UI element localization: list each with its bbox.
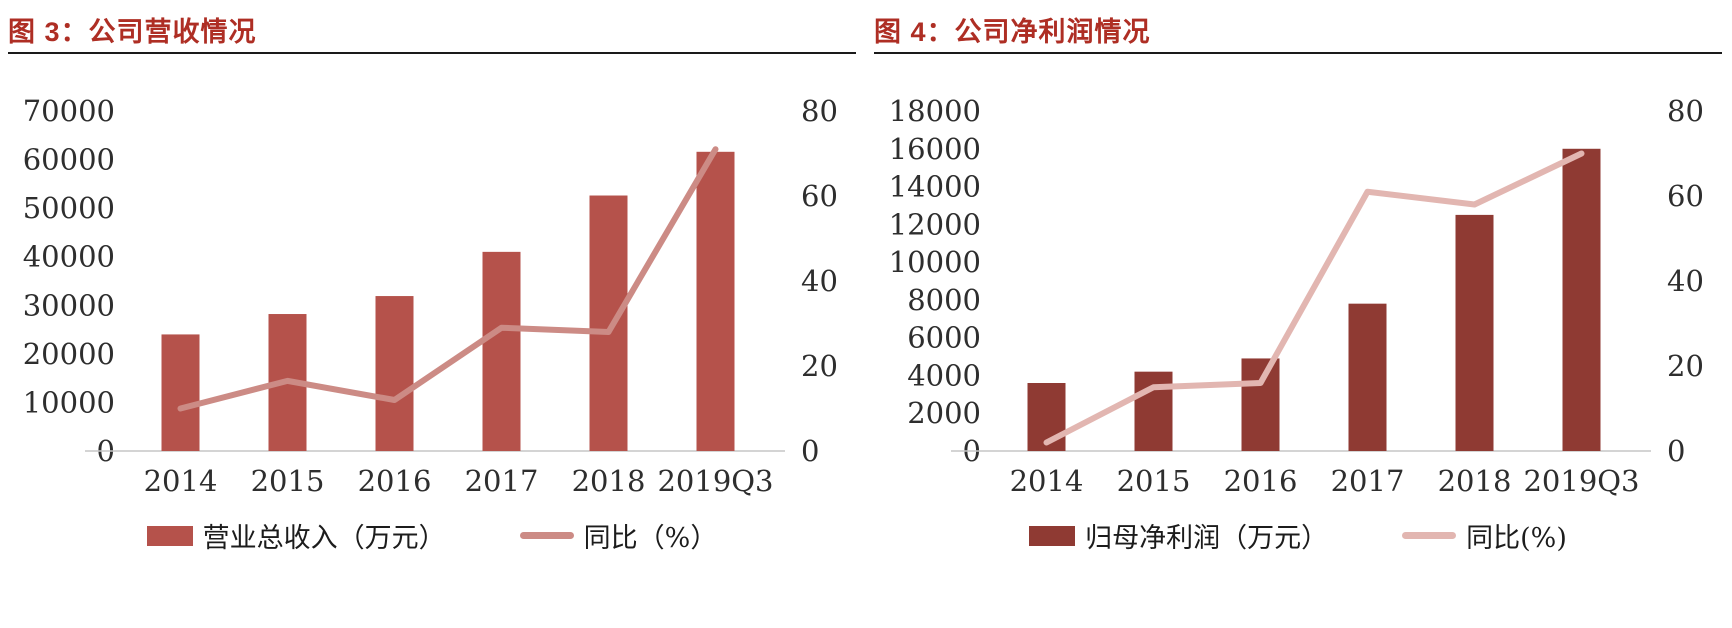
revenue-yoy-label: 同比（%）: [583, 523, 718, 554]
x-axis-label-2019Q3: 2019Q3: [657, 464, 773, 498]
netprofit-yoy-label: 同比(%): [1466, 523, 1567, 554]
left-axis-tick-20000: 20000: [23, 337, 115, 371]
left-axis-tick-40000: 40000: [23, 240, 115, 274]
x-axis-label-2016: 2016: [1224, 464, 1298, 498]
revenue-yoy-line-swatch: [519, 532, 574, 539]
bar-2015: [1134, 371, 1173, 451]
x-axis-label-2015: 2015: [251, 464, 325, 498]
yoy-line: [1043, 150, 1585, 446]
right-axis-tick-80: 80: [1667, 94, 1704, 128]
left-axis-tick-6000: 6000: [907, 321, 981, 355]
right-axis-tick-0: 0: [1667, 434, 1685, 468]
right-axis-tick-40: 40: [801, 264, 838, 298]
figure-4-title-underline: [874, 52, 1722, 54]
left-axis-tick-8000: 8000: [907, 283, 981, 317]
bar-2017: [1348, 303, 1387, 451]
net-profit-combo-chart: 1800016000140001200010000800060004000200…: [889, 94, 1704, 498]
bar-2016: [1241, 358, 1280, 451]
figure-3-title-underline: [8, 52, 856, 54]
bar-2019Q3: [696, 151, 735, 452]
left-axis-tick-60000: 60000: [23, 143, 115, 177]
bar-2016: [375, 296, 414, 451]
x-axis-label-2014: 2014: [1010, 464, 1084, 498]
right-axis-tick-0: 0: [801, 434, 819, 468]
figure-3: 图 3：公司营收情况 70000 60000 50000 40000 30000 2000…: [0, 14, 866, 555]
report-figures-panel: 图 3：公司营收情况 70000 60000 50000 40000 30000 2000…: [0, 14, 1732, 555]
legend-item-revenue-bars: 营业总收入（万元）: [146, 516, 446, 555]
bar-2018: [1455, 214, 1494, 451]
x-axis-label-2014: 2014: [144, 464, 218, 498]
legend-item-netprofit-yoy: 同比(%): [1402, 516, 1567, 555]
right-axis-tick-40: 40: [1667, 264, 1704, 298]
legend-item-revenue-yoy: 同比（%）: [519, 516, 718, 555]
right-axis-tick-60: 60: [801, 179, 838, 213]
x-axis-label-2019Q3: 2019Q3: [1523, 464, 1639, 498]
left-axis-tick-4000: 4000: [907, 358, 981, 392]
revenue-bar-label: 营业总收入（万元）: [202, 523, 446, 554]
x-axis-label-2018: 2018: [572, 464, 646, 498]
netprofit-bar-swatch: [1029, 525, 1076, 546]
bar-2019Q3: [1562, 148, 1601, 451]
revenue-bar-swatch: [146, 525, 193, 546]
figure-3-title: 图 3：公司营收情况: [8, 17, 257, 47]
netprofit-bar-label: 归母净利润（万元）: [1085, 523, 1329, 554]
x-axis-label-2018: 2018: [1438, 464, 1512, 498]
left-axis-tick-10000: 10000: [889, 245, 981, 279]
x-axis-label-2017: 2017: [465, 464, 539, 498]
left-axis-tick-2000: 2000: [907, 396, 981, 430]
x-axis-label-2015: 2015: [1117, 464, 1191, 498]
left-axis-tick-12000: 12000: [889, 207, 981, 241]
left-axis-tick-70000: 70000: [23, 94, 115, 128]
x-axis-label-2016: 2016: [358, 464, 432, 498]
right-axis-tick-20: 20: [1667, 349, 1704, 383]
netprofit-yoy-line-swatch: [1402, 532, 1457, 539]
revenue-combo-chart: 70000 60000 50000 40000 30000 20000 10000 0 80 60…: [23, 94, 838, 498]
left-axis-tick-14000: 14000: [889, 170, 981, 204]
yoy-line: [177, 146, 719, 412]
figure-4-title: 图 4：公司净利润情况: [874, 17, 1151, 47]
right-axis-tick-60: 60: [1667, 179, 1704, 213]
figure-4-legend: 归母净利润（万元） 同比(%): [874, 516, 1722, 555]
figure-3-chart: 70000 60000 50000 40000 30000 20000 10000 0 80 60…: [8, 56, 856, 506]
bar-2018: [589, 195, 628, 451]
left-axis-tick-10000: 10000: [23, 385, 115, 419]
legend-item-netprofit-bars: 归母净利润（万元）: [1029, 516, 1328, 555]
x-axis-label-2017: 2017: [1331, 464, 1405, 498]
figure-4-chart: 18000 16000 14000 12000 10000 8000 6000 4000 200…: [874, 56, 1722, 506]
bar-2014: [161, 334, 200, 451]
right-axis-tick-80: 80: [801, 94, 838, 128]
left-axis-tick-50000: 50000: [23, 191, 115, 225]
figure-3-legend: 营业总收入（万元） 同比（%）: [8, 516, 856, 555]
bar-2017: [482, 251, 521, 451]
figure-4: 图 4：公司净利润情况 18000 16000 14000 12000 10000 800…: [866, 14, 1732, 555]
left-axis-tick-30000: 30000: [23, 288, 115, 322]
left-axis-tick-16000: 16000: [889, 132, 981, 166]
right-axis-tick-20: 20: [801, 349, 838, 383]
left-axis-tick-18000: 18000: [889, 94, 981, 128]
